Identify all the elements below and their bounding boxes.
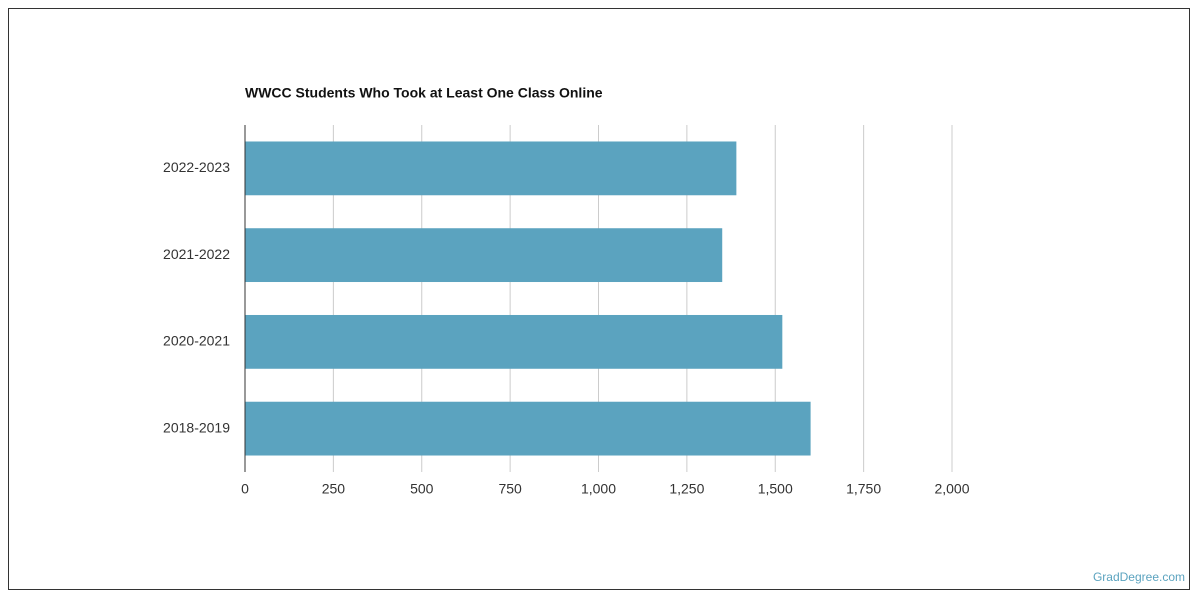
x-tick-label: 500: [410, 481, 434, 497]
x-tick-label: 1,500: [758, 481, 793, 497]
x-tick-label: 0: [241, 481, 249, 497]
bar: [245, 401, 811, 456]
x-tick-label: 1,750: [846, 481, 881, 497]
y-tick-label: 2020-2021: [163, 333, 230, 349]
y-tick-label: 2021-2022: [163, 246, 230, 262]
bar: [245, 314, 783, 369]
x-tick-label: 2,000: [934, 481, 969, 497]
x-tick-label: 750: [498, 481, 522, 497]
source-link[interactable]: GradDegree.com: [1093, 570, 1185, 584]
x-tick-label: 1,000: [581, 481, 616, 497]
x-tick-label: 1,250: [669, 481, 704, 497]
bar: [245, 141, 737, 196]
chart-title: WWCC Students Who Took at Least One Clas…: [245, 85, 603, 101]
x-tick-label: 250: [322, 481, 346, 497]
bar: [245, 228, 723, 283]
y-tick-label: 2018-2019: [163, 419, 230, 435]
y-tick-label: 2022-2023: [163, 159, 230, 175]
